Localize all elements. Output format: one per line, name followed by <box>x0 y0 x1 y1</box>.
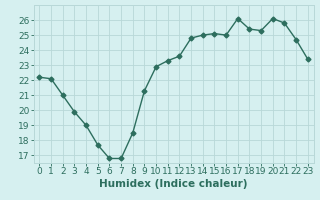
X-axis label: Humidex (Indice chaleur): Humidex (Indice chaleur) <box>99 179 248 189</box>
